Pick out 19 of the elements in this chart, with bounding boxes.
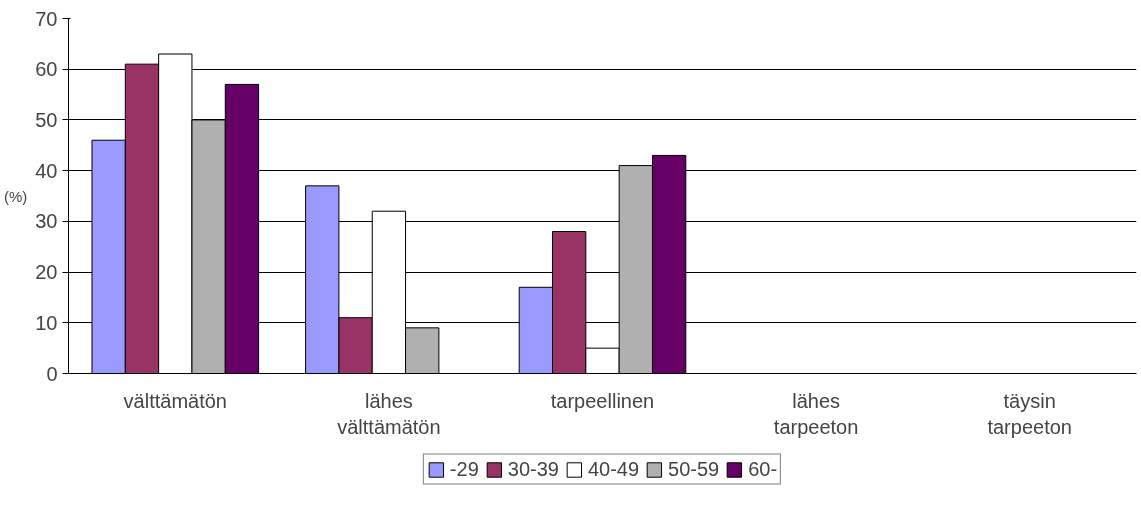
x-tick-label: välttämätön — [123, 389, 227, 412]
y-axis-title: (%) — [3, 187, 28, 205]
y-tick-label: 0 — [46, 362, 58, 385]
y-tick-label: 40 — [35, 159, 58, 182]
x-tick-label: lähes tarpeeton — [773, 389, 859, 438]
legend-label: -29 — [449, 457, 479, 481]
x-tick-label: lähes välttämätön — [337, 389, 441, 438]
y-tick-label: 20 — [35, 261, 58, 284]
y-tick-label: 50 — [35, 108, 58, 131]
x-tick-label: tarpeellinen — [550, 389, 655, 412]
y-tick-label: 60 — [35, 58, 58, 81]
y-tick-label: 10 — [35, 311, 58, 334]
y-tick-label: 70 — [35, 7, 58, 30]
y-tick-label: 30 — [35, 210, 58, 233]
legend-label: 40-49 — [587, 457, 640, 481]
legend-label: 30-39 — [507, 457, 559, 481]
legend-label: 50-59 — [668, 457, 720, 481]
x-tick-label: täysin tarpeeton — [987, 389, 1072, 438]
legend-label: 60- — [748, 457, 778, 481]
